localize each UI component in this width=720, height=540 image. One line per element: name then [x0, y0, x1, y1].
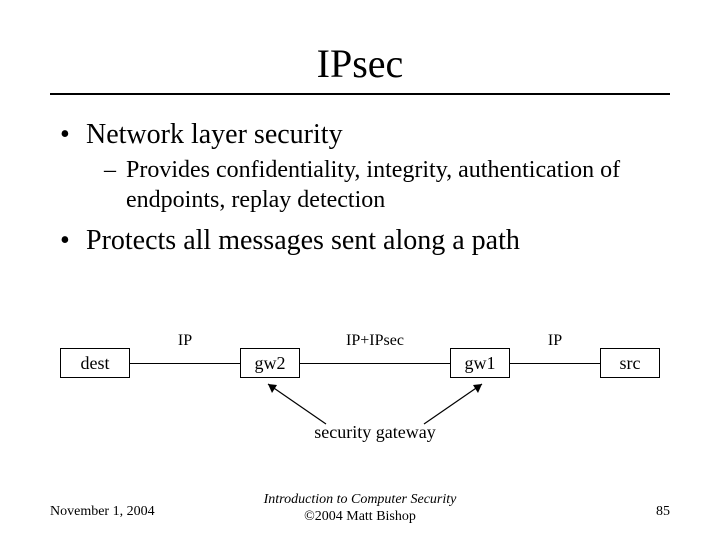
- node-gw2: gw2: [240, 348, 300, 378]
- footer-center-line2: ©2004 Matt Bishop: [0, 509, 720, 526]
- arrow-to-gw2: [250, 376, 340, 426]
- sub-bullet-1: Provides confidentiality, integrity, aut…: [104, 155, 670, 215]
- link-label-2: IP+IPsec: [330, 332, 420, 350]
- link-line-1: [130, 363, 240, 364]
- node-gw1: gw1: [450, 348, 510, 378]
- footer-page-number: 85: [656, 504, 670, 520]
- link-line-2: [300, 363, 450, 364]
- link-line-3: [510, 363, 600, 364]
- bullet-1-text: Network layer security: [86, 119, 343, 150]
- bullet-2-text: Protects all messages sent along a path: [86, 225, 520, 256]
- node-src-label: src: [620, 353, 641, 374]
- ipsec-diagram: dest gw2 gw1 src IP IP+IPsec IP security…: [60, 330, 660, 450]
- sub-bullet-1-text: Provides confidentiality, integrity, aut…: [126, 157, 620, 213]
- node-gw2-label: gw2: [255, 353, 286, 374]
- bullet-2: Protects all messages sent along a path: [60, 225, 670, 257]
- node-dest-label: dest: [81, 353, 110, 374]
- node-gw1-label: gw1: [465, 353, 496, 374]
- link-label-1-text: IP: [178, 332, 192, 349]
- node-src: src: [600, 348, 660, 378]
- link-label-2-text: IP+IPsec: [346, 332, 404, 349]
- sub-list-1: Provides confidentiality, integrity, aut…: [104, 155, 670, 215]
- link-label-3: IP: [530, 332, 580, 350]
- slide: IPsec Network layer security Provides co…: [0, 0, 720, 540]
- footer-center-line1: Introduction to Computer Security: [264, 492, 457, 507]
- bullet-1: Network layer security Provides confiden…: [60, 119, 670, 215]
- link-label-3-text: IP: [548, 332, 562, 349]
- title-rule: [50, 93, 670, 95]
- slide-title: IPsec: [50, 40, 670, 93]
- link-label-1: IP: [160, 332, 210, 350]
- bullet-list: Network layer security Provides confiden…: [60, 119, 670, 257]
- node-dest: dest: [60, 348, 130, 378]
- footer-center: Introduction to Computer Security ©2004 …: [0, 492, 720, 526]
- arrow-to-gw1: [410, 376, 500, 426]
